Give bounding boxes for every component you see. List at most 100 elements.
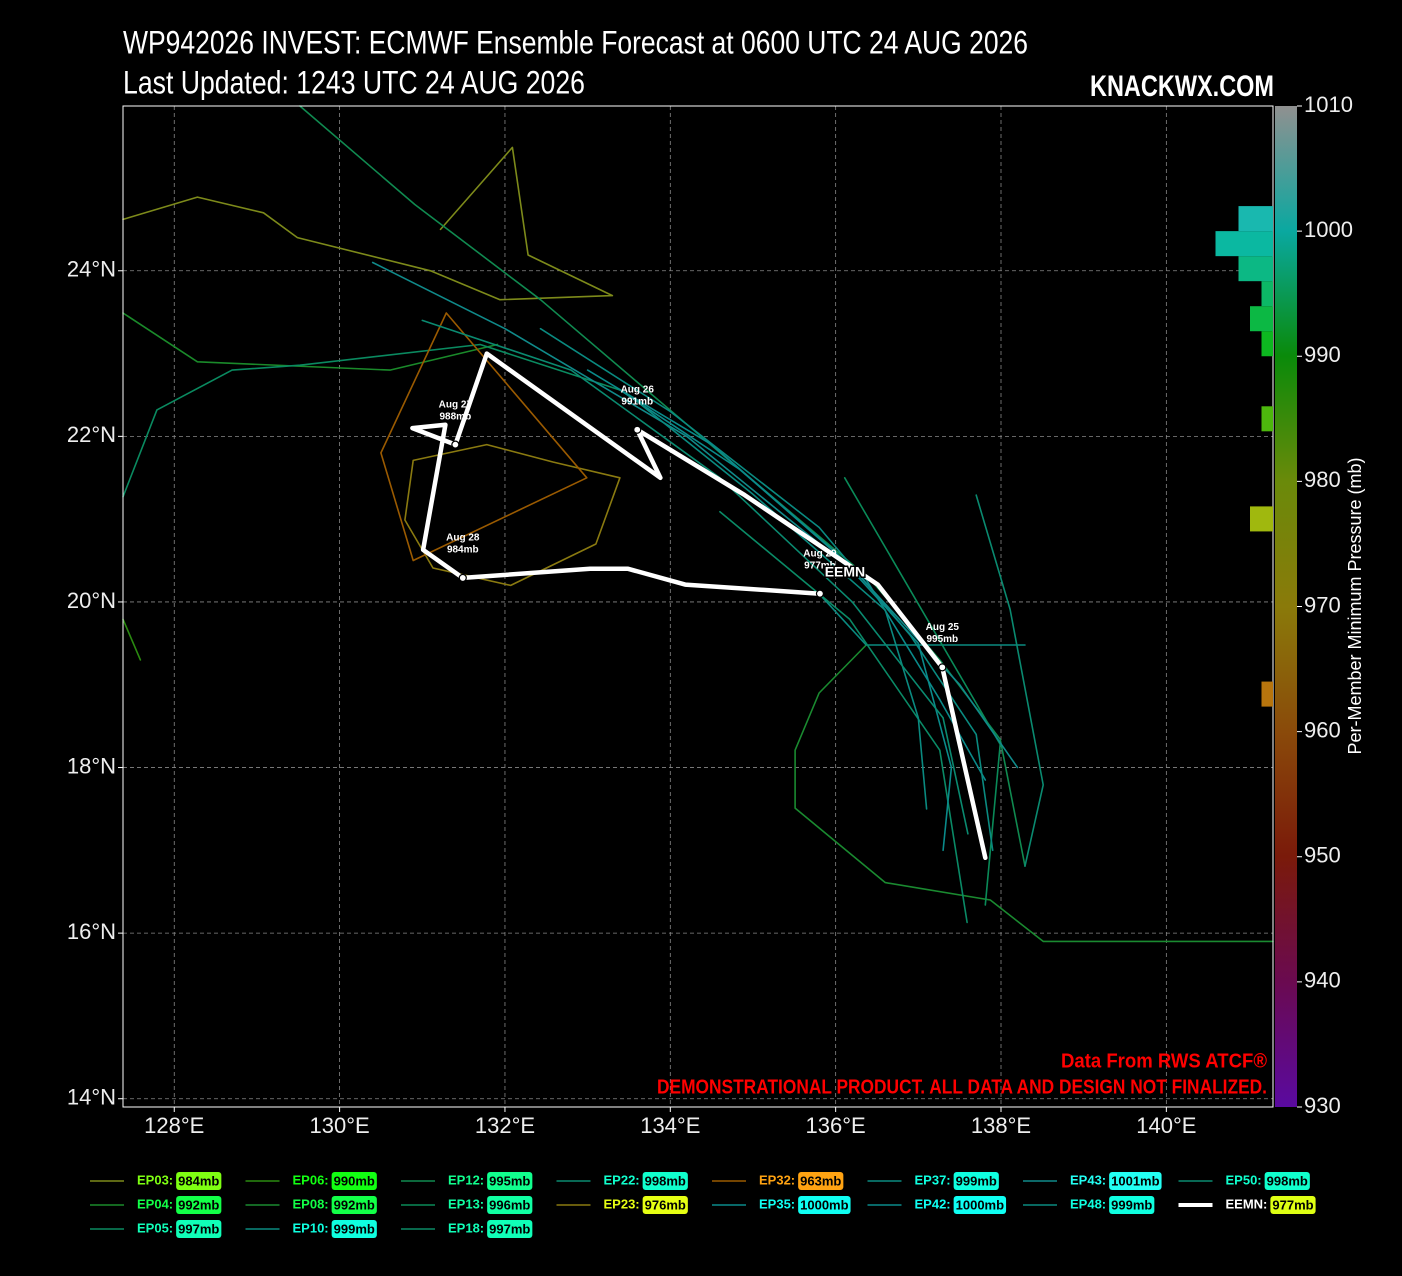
legend-pressure: 990mb	[334, 1173, 375, 1188]
legend-label: EP05:	[137, 1220, 173, 1235]
point-pressure: 995mb	[926, 634, 958, 645]
point-date: Aug 25	[926, 622, 960, 633]
member-track	[122, 343, 621, 498]
legend-pressure: 995mb	[489, 1173, 530, 1188]
forecast-point	[458, 573, 467, 583]
histogram-bar	[1238, 206, 1273, 232]
legend-label: EP23:	[604, 1196, 640, 1211]
legend-label: EP48:	[1070, 1196, 1106, 1211]
x-tick-label: 130°E	[310, 1113, 370, 1138]
legend-pressure-box	[331, 1220, 377, 1238]
legend-pressure-box	[487, 1220, 533, 1238]
histogram-bar	[1238, 256, 1273, 282]
legend-pressure: 998mb	[645, 1173, 686, 1188]
legend-pressure-box	[642, 1196, 688, 1214]
legend-pressure-box	[331, 1172, 377, 1190]
histogram-bar	[1261, 681, 1273, 707]
colorbar-tick-label: 940	[1304, 968, 1341, 993]
legend-label: EP10:	[293, 1220, 329, 1235]
y-tick-label: 24°N	[67, 257, 116, 282]
y-tick-label: 20°N	[67, 588, 116, 613]
tracks	[122, 105, 1274, 943]
grid	[123, 106, 1273, 1107]
colorbar-tick-label: 970	[1304, 592, 1341, 617]
member-track	[818, 592, 1026, 646]
legend-label: EP50:	[1226, 1172, 1262, 1187]
x-tick-label: 140°E	[1136, 1113, 1196, 1138]
legend-pressure: 999mb	[1111, 1197, 1152, 1212]
legend-pressure-box	[1109, 1172, 1162, 1190]
point-pressure: 991mb	[621, 396, 653, 407]
legend-pressure-box	[176, 1196, 222, 1214]
member-track	[371, 261, 1019, 769]
legend-pressure: 997mb	[489, 1221, 530, 1236]
point-pressure: 984mb	[447, 545, 479, 556]
forecast-point	[451, 440, 460, 449]
legend-pressure: 976mb	[645, 1197, 686, 1212]
point-date: Aug 26	[621, 384, 655, 395]
point-pressure: 988mb	[440, 411, 472, 422]
brand: KNACKWX.COM	[1090, 70, 1274, 103]
member-track	[421, 319, 969, 835]
colorbar-label: Per-Member Minimum Pressure (mb)	[1345, 457, 1365, 754]
y-tick-label: 22°N	[67, 422, 116, 447]
colorbar	[1275, 106, 1297, 1107]
legend-label: EP42:	[915, 1196, 951, 1211]
legend-pressure-box	[176, 1220, 222, 1238]
point-date: Aug 27	[439, 399, 473, 410]
legend-label: EP37:	[915, 1172, 951, 1187]
legend-pressure-box	[331, 1196, 377, 1214]
legend-pressure-box	[487, 1172, 533, 1190]
histogram-bar	[1215, 231, 1273, 257]
member-track	[122, 618, 142, 661]
histogram-bar	[1250, 506, 1273, 532]
legend-pressure: 996mb	[489, 1197, 530, 1212]
chart-title: WP942026 INVEST: ECMWF Ensemble Forecast…	[123, 24, 1028, 60]
legend-pressure: 977mb	[1272, 1197, 1313, 1212]
legend-pressure-box	[487, 1196, 533, 1214]
legend-pressure-box	[1270, 1196, 1316, 1214]
legend-label: EP13:	[448, 1196, 484, 1211]
legend-pressure-box	[1109, 1196, 1155, 1214]
legend-pressure: 984mb	[178, 1173, 219, 1188]
legend-pressure: 1000mb	[800, 1197, 848, 1212]
legend-label: EP08:	[293, 1196, 329, 1211]
x-tick-label: 128°E	[144, 1113, 204, 1138]
x-tick-label: 138°E	[971, 1113, 1031, 1138]
source-note: Data From RWS ATCF®	[1061, 1050, 1267, 1072]
legend-pressure: 1001mb	[1111, 1173, 1159, 1188]
legend-pressure: 992mb	[178, 1197, 219, 1212]
legend-label: EP03:	[137, 1172, 173, 1187]
legend-label: EP04:	[137, 1196, 173, 1211]
legend-label: EP32:	[759, 1172, 795, 1187]
colorbar-tick-label: 950	[1304, 843, 1341, 868]
legend-pressure: 999mb	[956, 1173, 997, 1188]
colorbar-tick-label: 990	[1304, 342, 1341, 367]
legend-label: EP06:	[293, 1172, 329, 1187]
member-track	[122, 146, 614, 301]
legend-pressure-box	[176, 1172, 222, 1190]
legend-label: EP18:	[448, 1220, 484, 1235]
member-track	[380, 312, 588, 562]
member-track	[794, 644, 1274, 943]
legend-pressure-box	[642, 1172, 688, 1190]
legend-pressure: 992mb	[334, 1197, 375, 1212]
legend-pressure-box	[953, 1196, 1007, 1214]
legend-pressure: 963mb	[800, 1173, 841, 1188]
x-tick-label: 136°E	[806, 1113, 866, 1138]
legend-pressure: 998mb	[1267, 1173, 1308, 1188]
y-tick-label: 16°N	[67, 919, 116, 944]
histogram-bar	[1250, 306, 1273, 332]
member-track	[586, 369, 953, 852]
colorbar-tick-label: 1000	[1304, 217, 1353, 242]
y-tick-label: 14°N	[67, 1085, 116, 1110]
chart-subtitle: Last Updated: 1243 UTC 24 AUG 2026	[123, 64, 585, 100]
colorbar-tick-label: 930	[1304, 1093, 1341, 1118]
legend-pressure: 997mb	[178, 1221, 219, 1236]
member-track	[719, 510, 968, 924]
legend-pressure-box	[1264, 1172, 1310, 1190]
x-tick-label: 132°E	[475, 1113, 535, 1138]
member-track	[843, 477, 1001, 906]
